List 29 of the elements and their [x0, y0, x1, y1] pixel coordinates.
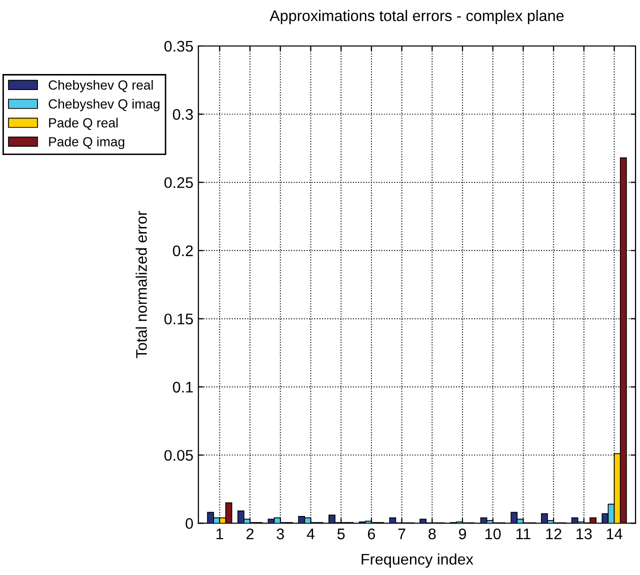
x-tick-label: 10 [486, 528, 501, 540]
x-tick-label: 4 [306, 528, 315, 540]
x-tick-label: 9 [458, 528, 466, 540]
x-tick-label: 14 [606, 528, 622, 540]
y-tick-label: 0.35 [164, 40, 193, 52]
legend-label: Chebyshev Q real [48, 80, 153, 92]
legend-label: Pade Q real [49, 118, 118, 130]
legend-label: Pade Q imag [49, 136, 124, 150]
x-axis-title: Frequency index [362, 553, 474, 568]
y-tick-label: 0.1 [172, 382, 193, 393]
y-tick-label: 0.3 [172, 109, 193, 120]
x-tick-label: 11 [516, 528, 530, 540]
x-tick-label: 7 [398, 528, 406, 540]
y-tick-label: 0.2 [172, 245, 193, 256]
y-tick-label: 0.15 [164, 314, 193, 324]
y-axis-title: Total normalized error [136, 211, 147, 358]
x-tick-label: 2 [246, 528, 254, 540]
x-tick-label: 3 [276, 528, 284, 540]
x-tick-label: 5 [337, 528, 345, 540]
chart-title: Approximations total errors - complex plane [270, 10, 564, 24]
x-tick-label: 13 [576, 528, 592, 540]
x-tick-label: 6 [368, 528, 376, 540]
x-tick-label: 12 [546, 528, 562, 540]
y-tick-label: 0 [186, 518, 193, 529]
x-tick-label: 8 [428, 528, 436, 540]
x-tick-label: 1 [216, 528, 224, 540]
legend-label: Chebyshev Q imag [48, 98, 160, 112]
y-tick-label: 0.05 [164, 450, 193, 461]
y-tick-label: 0.25 [164, 177, 193, 188]
